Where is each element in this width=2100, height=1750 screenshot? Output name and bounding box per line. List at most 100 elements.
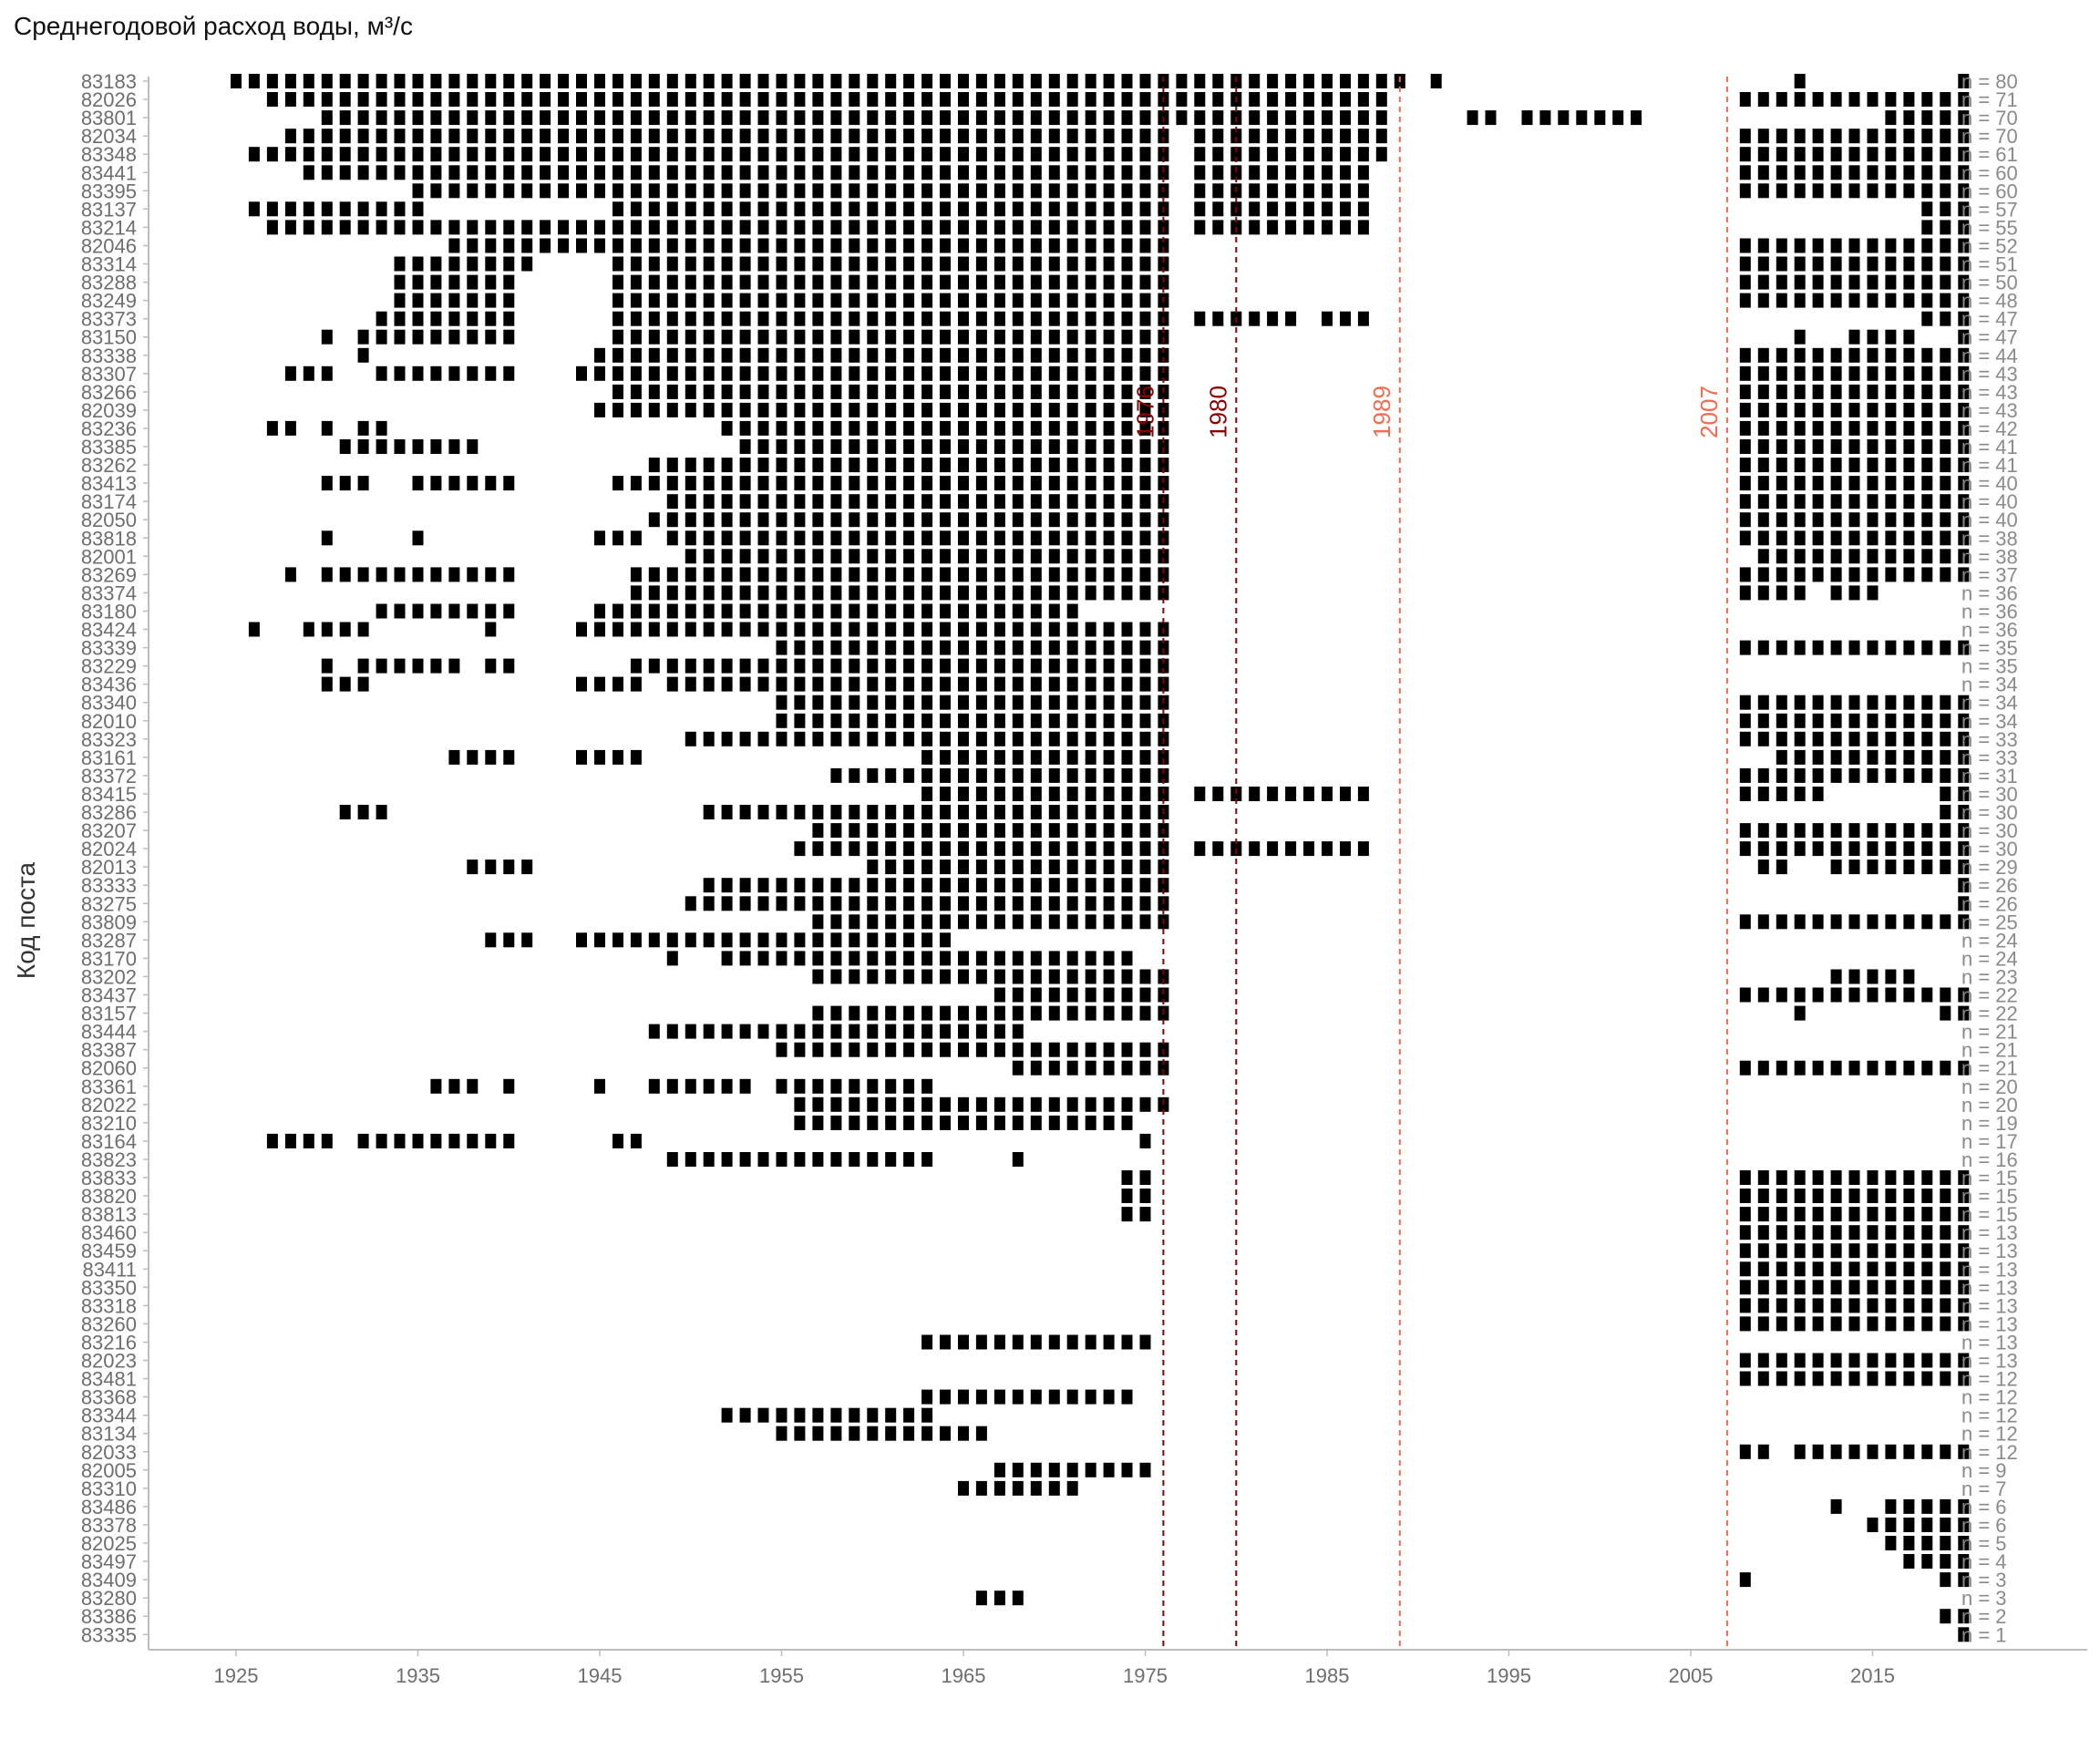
data-cell [1066,585,1078,601]
data-cell [1794,1170,1806,1185]
data-cell [1903,695,1915,710]
data-cell [1958,1536,1970,1550]
chart-title: Среднегодовой расход воды, м³/с [14,12,413,40]
data-cell [666,402,678,417]
data-cell [958,695,969,710]
station-count-label: n = 30 [1961,838,2018,860]
data-cell [394,74,406,88]
data-cell [703,329,715,345]
data-cell [830,494,842,510]
data-cell [794,201,806,217]
data-cell [394,110,406,126]
data-cell [830,147,842,162]
station-row [266,220,1970,235]
x-tick-label: 2005 [1669,1664,1714,1687]
data-cell [666,329,678,345]
data-cell [867,567,879,582]
data-cell [1921,256,1933,272]
data-cell [1940,1298,1951,1313]
data-cell [867,439,879,454]
data-cell [1212,220,1224,235]
data-cell [1812,1316,1824,1332]
data-cell [812,165,824,180]
data-cell [448,147,460,162]
data-cell [1757,713,1769,728]
data-cell [867,951,879,966]
data-cell [849,384,860,399]
data-cell [1921,1353,1933,1368]
station-row [921,1389,1133,1405]
data-cell [1885,183,1897,199]
data-cell [1830,1170,1842,1185]
data-cell [1958,1353,1970,1368]
data-cell [1848,1353,1860,1368]
data-cell [1885,329,1897,345]
data-cell [612,74,623,88]
data-cell [666,92,678,107]
data-cell [1558,110,1570,126]
data-cell [1121,147,1133,162]
data-cell [1303,787,1314,801]
data-cell [1030,238,1042,253]
data-cell [284,92,296,107]
data-cell [1848,347,1860,363]
data-cell [685,384,696,399]
data-cell [703,676,715,692]
data-cell [1012,805,1024,819]
station-code-label: 83386 [81,1605,137,1628]
data-cell [721,676,733,692]
data-cell [903,914,915,930]
data-cell [1903,567,1915,582]
data-cell [394,220,406,235]
data-cell [1012,274,1024,290]
data-cell [1903,731,1915,746]
data-cell [903,365,915,381]
data-cell [448,293,460,308]
data-cell [321,129,333,144]
data-cell [1012,731,1024,746]
data-cell [703,274,715,290]
data-cell [849,969,860,984]
data-cell [739,1024,751,1039]
data-cell [685,1152,696,1167]
data-cell [1139,1207,1151,1222]
data-cell [1757,1207,1769,1222]
data-cell [739,402,751,417]
data-cell [1794,1243,1806,1259]
data-cell [1085,549,1096,564]
data-cell [1921,749,1933,765]
station-code-label: 83262 [81,454,137,477]
data-cell [1103,1389,1115,1405]
data-cell [867,365,879,381]
x-tick-label: 1955 [759,1664,804,1687]
data-cell [1958,823,1970,839]
data-cell [739,384,751,399]
data-cell [1776,767,1787,783]
data-cell [703,165,715,180]
data-cell [776,311,788,326]
data-cell [685,129,696,144]
data-cell [1848,365,1860,381]
data-cell [1958,92,1970,107]
data-cell [812,183,824,199]
station-count-label: n = 1 [1961,1623,2007,1646]
data-cell [266,201,278,217]
data-cell [1958,439,1970,454]
station-count-label: n = 21 [1961,1039,2018,1062]
data-cell [1158,640,1169,655]
data-cell [1030,384,1042,399]
data-cell [885,713,897,728]
data-cell [1757,823,1769,839]
station-count-label: n = 26 [1961,874,2018,897]
data-cell [594,603,605,619]
data-cell [776,695,788,710]
data-cell [830,896,842,911]
data-cell [885,567,897,582]
data-cell [867,402,879,417]
data-cell [1848,987,1860,1003]
data-cell [1158,238,1169,253]
data-cell [412,567,424,582]
data-cell [1103,402,1115,417]
data-cell [1958,914,1970,930]
data-cell [1340,787,1351,801]
